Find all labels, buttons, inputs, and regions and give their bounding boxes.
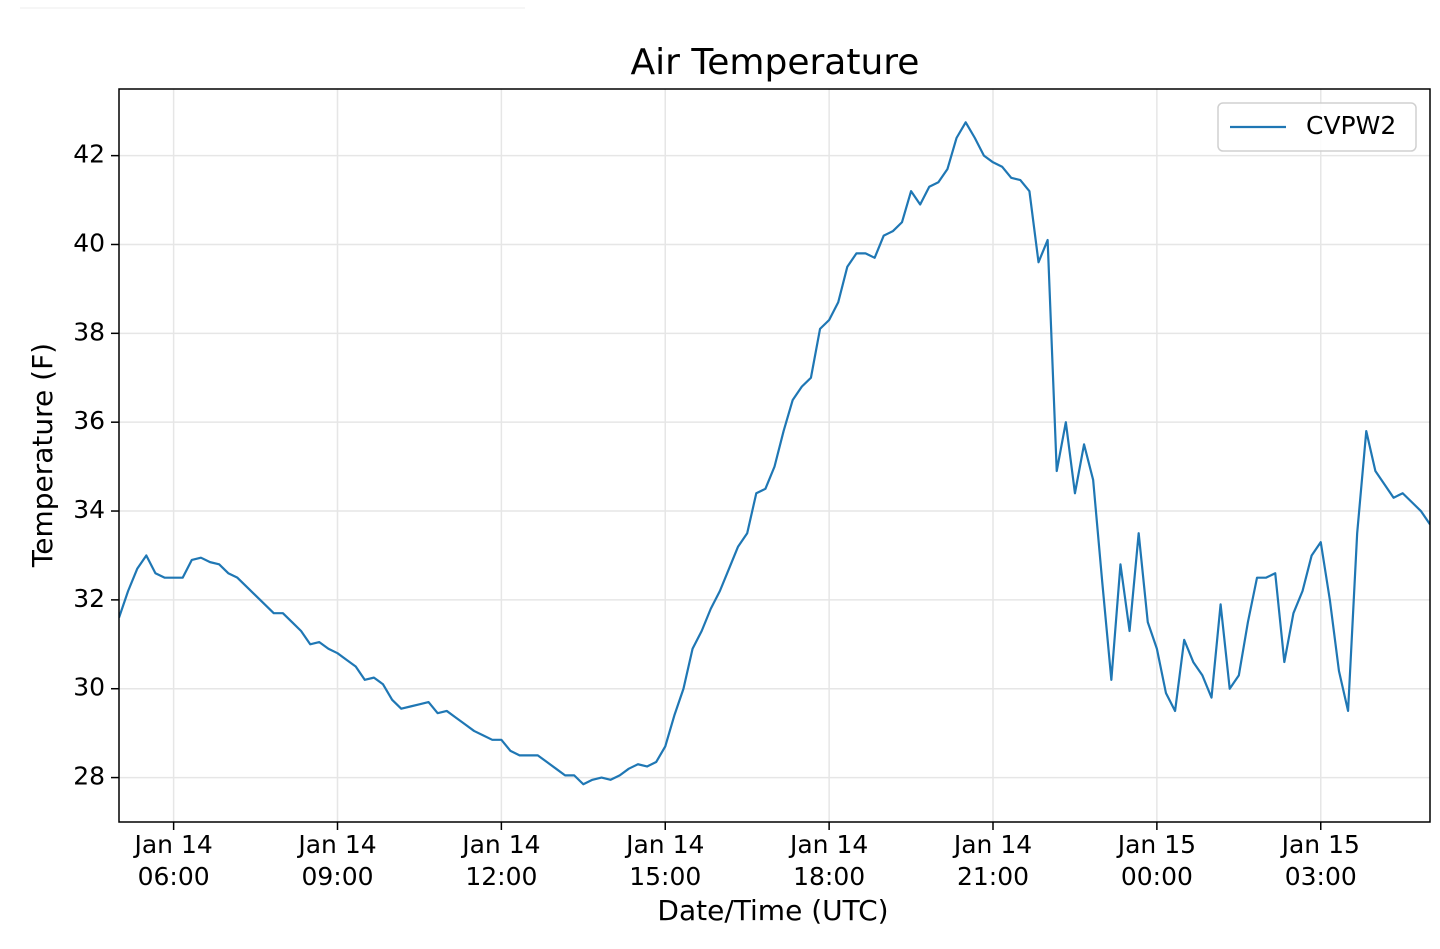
legend-label: CVPW2 [1306,111,1396,140]
x-tick-label: Jan 14 12:00 [462,830,541,891]
chart-title: Air Temperature [631,42,920,83]
y-tick-label: 28 [73,762,105,791]
legend-box [1217,102,1417,152]
y-tick-label: 40 [73,228,105,257]
y-tick-label: 32 [73,584,105,613]
x-tick-label: Jan 14 09:00 [298,830,377,891]
x-axis-label: Date/Time (UTC) [657,894,888,927]
y-tick-label: 38 [73,317,105,346]
line-series [119,121,1430,786]
y-tick-label: 36 [73,406,105,435]
x-tick-label: Jan 14 06:00 [134,830,213,891]
x-tick-label: Jan 14 18:00 [789,830,869,891]
y-axis-label: Temperature (F) [26,343,59,568]
x-tick-label: Jan 15 00:00 [1117,830,1197,891]
plot-frame [118,88,1431,823]
x-tick-label: Jan 15 03:00 [1281,830,1360,891]
x-tick-label: Jan 14 15:00 [626,830,705,891]
x-tick-label: Jan 14 21:00 [953,830,1033,891]
y-tick-label: 30 [73,673,105,702]
y-tick-label: 42 [73,140,105,169]
y-tick-label: 34 [73,495,105,524]
